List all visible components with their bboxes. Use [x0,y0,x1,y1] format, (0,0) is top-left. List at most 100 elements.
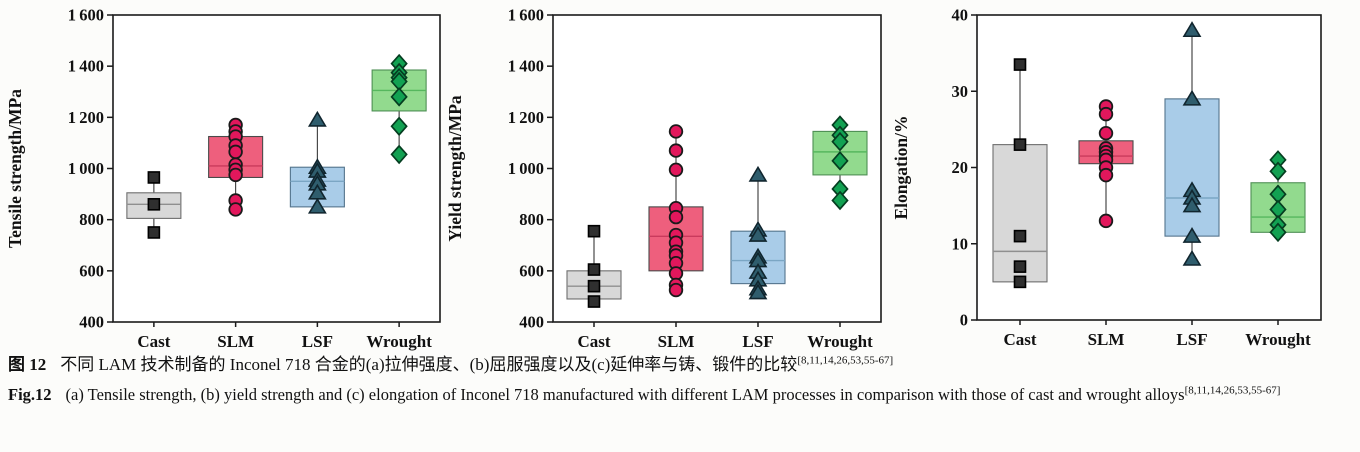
marker-diamond [831,190,849,211]
caption-en-reference: [8,11,14,26,53,55-67] [1184,384,1281,397]
caption-zh-reference: [8,11,14,26,53,55-67] [797,354,894,367]
x-tick-label: LSF [1176,330,1207,349]
y-tick-label: 400 [519,313,544,332]
y-axis-label: Elongation/% [891,115,911,219]
boxplot-wrought: Wrought [1245,150,1311,349]
marker-circle [668,124,684,139]
marker-triangle [1182,89,1202,106]
caption-en-label: Fig.12 [8,385,52,405]
caption-line-en: Fig.12 (a) Tensile strength, (b) yield st… [8,382,1356,408]
marker-triangle [1182,196,1202,213]
caption-zh-text: 不同 LAM 技术制备的 Inconel 718 合金的(a)拉伸强度、(b)屈… [60,355,798,374]
marker-triangle [748,225,768,242]
boxplot-wrought: Wrought [807,115,873,351]
y-tick-label: 0 [960,311,968,330]
marker-triangle [307,110,327,127]
y-tick-label: 800 [79,210,104,229]
y-tick-label: 600 [519,261,544,280]
marker-square [1013,58,1027,71]
marker-diamond [390,116,408,137]
marker-triangle [1182,249,1202,266]
marker-diamond [831,151,849,171]
marker-diamond [390,144,408,165]
y-tick-label: 1 400 [68,57,104,76]
marker-square [1013,138,1027,151]
plot-area-a [112,14,441,323]
marker-square [147,226,161,239]
chart-a: 400 600 800 1 000 1 200 1 400 1 600 Tensile str… [5,6,441,351]
box [1164,98,1220,237]
marker-triangle [1182,227,1202,243]
marker-circle [1098,125,1114,141]
marker-circle [1098,106,1114,122]
y-tick-label: 400 [79,313,104,332]
x-tick-label: Wrought [807,332,873,351]
marker-square [147,198,161,211]
marker-square [1013,275,1027,289]
chart-b: 400 600 800 1 000 1 200 1 400 1 600 Yield stren… [445,6,882,351]
figure-caption: 图 12 不同 LAM 技术制备的 Inconel 718 合金的(a)拉伸强度、… [8,352,1356,413]
marker-square [147,171,161,184]
x-tick-label: Cast [137,332,170,351]
marker-diamond [390,87,408,107]
y-axis-label: Tensile strength/MPa [5,89,25,248]
x-tick-label: LSF [742,332,773,351]
boxplot-lsf: LSF [1164,21,1220,349]
boxplot-lsf: LSF [730,165,786,351]
x-tick-label: SLM [658,332,695,351]
boxplot-cast: Cast [992,58,1048,349]
marker-square [587,295,601,308]
boxplot-cast: Cast [126,171,182,351]
marker-circle [1098,167,1114,183]
boxplot-slm: SLM [1078,99,1134,349]
marker-square [587,224,601,238]
marker-diamond [831,131,849,152]
y-tick-label: 800 [519,210,544,229]
x-tick-label: LSF [302,332,333,351]
y-tick-label: 1 600 [508,6,544,25]
boxplot-slm: SLM [208,117,264,351]
y-tick-label: 30 [952,82,969,101]
x-tick-label: Cast [577,332,610,351]
boxplot-wrought: Wrought [366,53,432,351]
marker-circle [228,202,243,217]
marker-square [1013,260,1027,273]
x-tick-label: SLM [217,332,254,351]
boxplot-cast: Cast [566,224,622,351]
marker-triangle [748,283,768,300]
marker-triangle [1182,21,1202,38]
boxplot-lsf: LSF [289,110,345,351]
marker-triangle [748,165,768,182]
y-axis-label: Yield strength/MPa [445,95,465,242]
marker-circle [668,209,684,225]
y-tick-label: 20 [952,158,969,177]
y-tick-label: 1 000 [68,159,104,178]
marker-circle [228,144,243,160]
marker-circle [1098,213,1114,229]
marker-circle [668,143,684,158]
marker-circle [228,167,243,183]
x-tick-label: SLM [1088,330,1125,349]
x-tick-label: Wrought [366,332,432,351]
y-tick-label: 1 000 [508,159,544,178]
chart-c: 0 10 20 30 40 Elongation/% Cast SLM LSF Wrought [891,6,1322,349]
marker-square [587,279,601,293]
y-tick-label: 40 [952,6,969,25]
x-tick-label: Wrought [1245,330,1311,349]
marker-circle [668,162,684,177]
y-tick-label: 1 200 [508,108,544,127]
marker-square [1013,229,1027,243]
y-tick-label: 1 600 [68,6,104,25]
marker-circle [668,282,684,298]
y-tick-label: 600 [79,261,104,280]
x-tick-label: Cast [1003,330,1036,349]
y-tick-label: 10 [952,234,969,253]
caption-line-zh: 图 12 不同 LAM 技术制备的 Inconel 718 合金的(a)拉伸强度、… [8,352,1356,378]
marker-triangle [307,197,327,214]
y-tick-label: 1 400 [508,57,544,76]
caption-zh-label: 图 12 [8,355,47,374]
marker-diamond [1269,222,1287,243]
boxplot-slm: SLM [648,124,704,351]
